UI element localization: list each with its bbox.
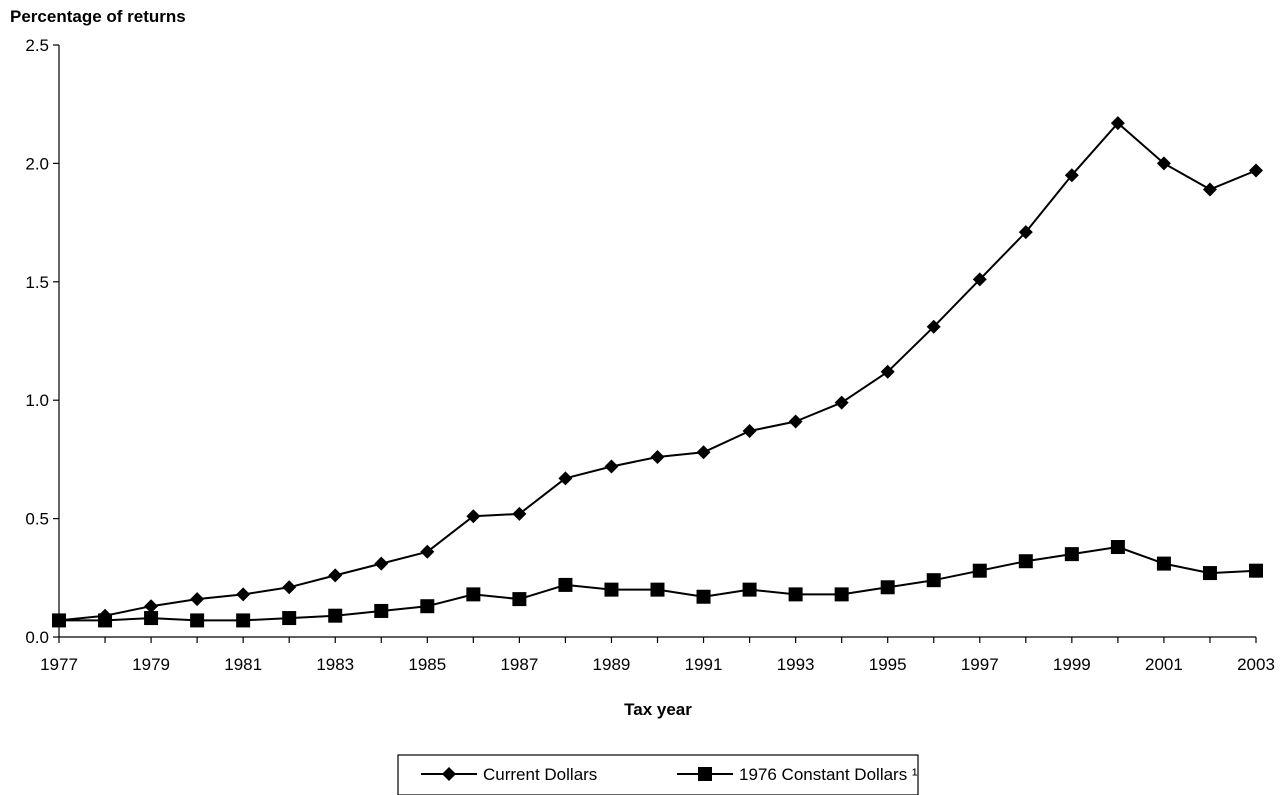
y-axis-title: Percentage of returns [10, 7, 186, 26]
data-point-diamond [282, 580, 297, 595]
series-current-dollars [52, 116, 1263, 628]
data-point-square [742, 582, 757, 597]
data-point-square [696, 589, 711, 604]
legend-item-current-dollars: Current Dollars [421, 765, 597, 784]
data-point-square [1110, 540, 1125, 555]
data-point-diamond [604, 459, 619, 474]
x-axis-title: Tax year [624, 700, 692, 719]
data-point-diamond [788, 414, 803, 429]
data-point-square [512, 592, 527, 607]
data-point-square [144, 611, 159, 626]
y-tick-label: 1.5 [25, 273, 49, 292]
legend-box [397, 754, 919, 795]
x-tick-label: 1981 [224, 655, 262, 674]
data-point-diamond [1110, 116, 1125, 131]
data-point-diamond [1156, 156, 1171, 171]
series-constant-dollars [52, 540, 1263, 628]
data-point-diamond [742, 423, 757, 438]
data-point-square [466, 587, 481, 602]
x-tick-label: 1999 [1053, 655, 1091, 674]
legend-item-constant-dollars: 1976 Constant Dollars ¹ [677, 765, 918, 784]
data-point-square [190, 613, 205, 628]
data-point-diamond [374, 556, 389, 571]
legend-label-current-dollars: Current Dollars [483, 765, 597, 784]
data-point-square [98, 613, 113, 628]
y-tick-label: 2.5 [25, 36, 49, 55]
data-point-square [1202, 566, 1217, 581]
data-point-diamond [1202, 182, 1217, 197]
data-point-diamond [236, 587, 251, 602]
x-tick-label: 1983 [316, 655, 354, 674]
data-point-diamond [558, 471, 573, 486]
data-point-diamond [144, 599, 159, 614]
legend: Current Dollars 1976 Constant Dollars ¹ [397, 754, 919, 795]
data-point-diamond [328, 568, 343, 583]
data-point-square [834, 587, 849, 602]
data-point-square [1018, 554, 1033, 569]
x-tick-label: 1979 [132, 655, 170, 674]
x-tick-label: 1995 [869, 655, 907, 674]
data-point-square [1249, 563, 1263, 578]
x-tick-label: 1993 [777, 655, 815, 674]
data-point-diamond [190, 592, 205, 607]
x-tick-label: 1997 [961, 655, 999, 674]
data-point-square [374, 603, 389, 618]
x-tick-label: 1991 [685, 655, 723, 674]
data-point-diamond [696, 445, 711, 460]
data-point-square [1156, 556, 1171, 571]
legend-diamond-marker [442, 767, 456, 781]
data-point-diamond [466, 509, 481, 524]
data-point-square [236, 613, 251, 628]
data-point-diamond [420, 544, 435, 559]
data-point-diamond [1018, 225, 1033, 240]
data-point-square [880, 580, 895, 595]
data-point-square [926, 573, 941, 588]
data-point-square [558, 577, 573, 592]
legend-label-constant-dollars: 1976 Constant Dollars ¹ [739, 765, 918, 784]
data-point-diamond [972, 272, 987, 287]
data-point-diamond [650, 450, 665, 465]
y-tick-label: 1.0 [25, 391, 49, 410]
y-tick-label: 2.0 [25, 154, 49, 173]
legend-square-marker [698, 767, 712, 781]
data-point-square [328, 608, 343, 623]
x-tick-label: 1987 [500, 655, 538, 674]
data-point-diamond [926, 319, 941, 334]
data-point-square [52, 613, 66, 628]
y-axis: 0.0 0.5 1.0 1.5 2.0 2.5 [25, 36, 60, 647]
data-point-square [788, 587, 803, 602]
data-point-square [282, 611, 297, 626]
y-tick-label: 0.5 [25, 510, 49, 529]
x-tick-label: 1977 [40, 655, 78, 674]
data-point-diamond [512, 506, 527, 521]
x-tick-label: 1985 [408, 655, 446, 674]
data-point-square [972, 563, 987, 578]
x-axis: 1977 1979 1981 1983 1985 1987 1989 1991 1993 1995… [40, 636, 1275, 674]
data-point-square [420, 599, 435, 614]
data-point-square [1064, 547, 1079, 562]
data-point-square [604, 582, 619, 597]
data-point-square [650, 582, 665, 597]
data-point-diamond [834, 395, 849, 410]
x-tick-label: 2003 [1237, 655, 1275, 674]
y-tick-label: 0.0 [25, 628, 49, 647]
x-tick-label: 2001 [1145, 655, 1183, 674]
x-tick-label: 1989 [593, 655, 631, 674]
data-point-diamond [1249, 163, 1263, 178]
plot-area [52, 116, 1263, 628]
data-point-diamond [1064, 168, 1079, 183]
data-point-diamond [880, 364, 895, 379]
series-line [58, 122, 1257, 622]
